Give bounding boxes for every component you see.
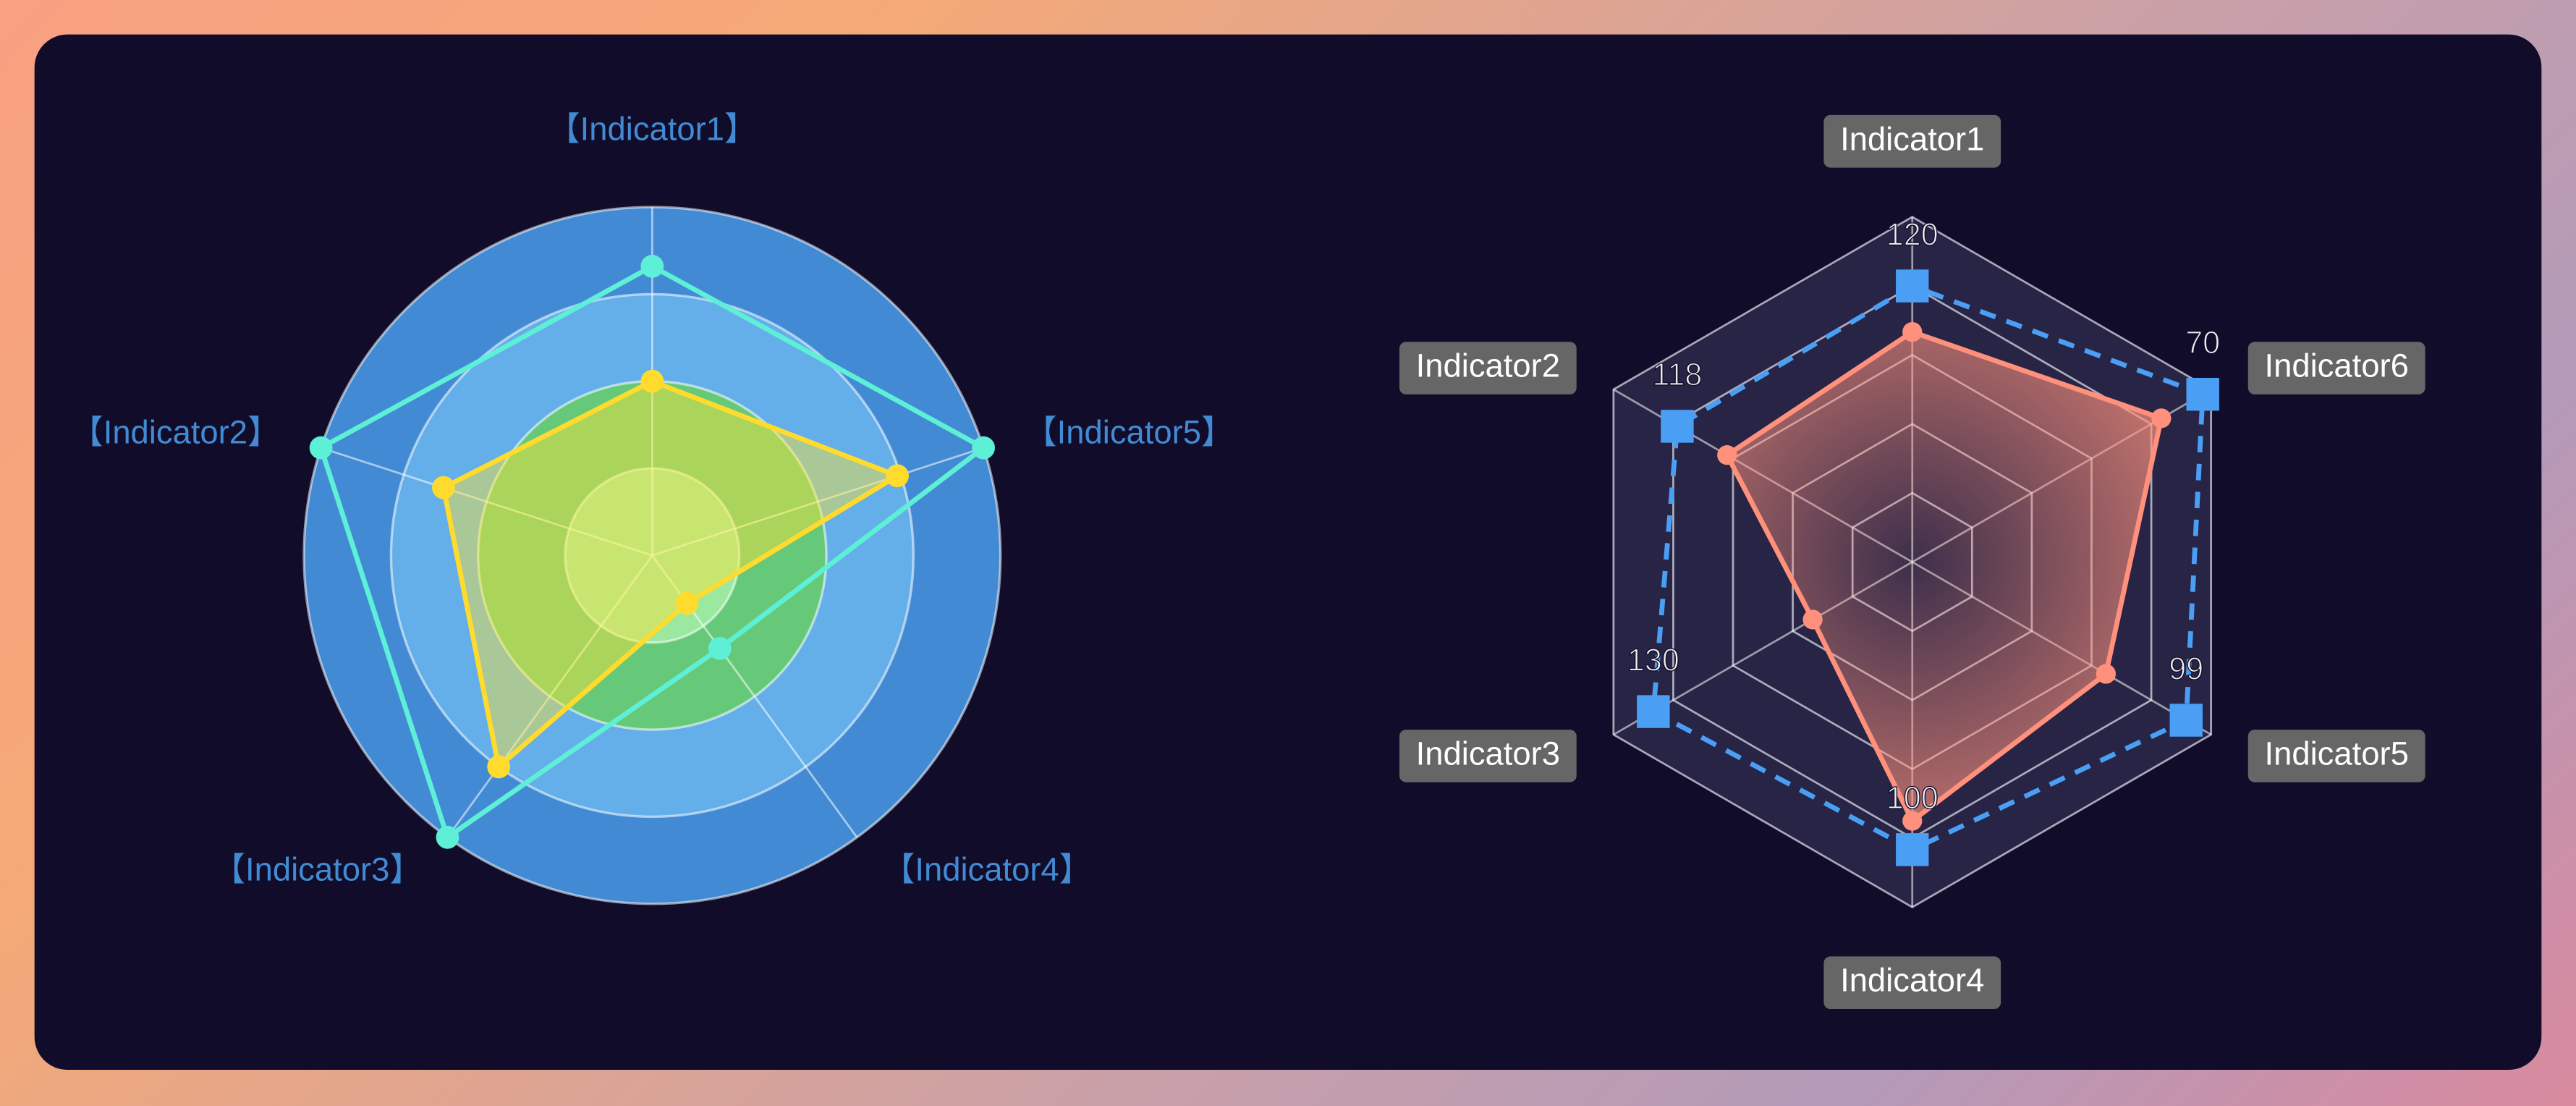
data-point xyxy=(1902,322,1923,342)
value-label: 118 xyxy=(1653,358,1703,392)
series-line xyxy=(318,263,986,840)
data-point xyxy=(2151,408,2172,429)
data-point xyxy=(432,476,455,499)
value-label: 130 xyxy=(1627,643,1679,677)
data-point xyxy=(2096,664,2117,684)
indicator-label: Indicator2 xyxy=(1416,347,1560,384)
value-label: 70 xyxy=(2185,326,2220,360)
data-point xyxy=(1637,695,1670,728)
indicator-label-box xyxy=(1823,956,2001,1010)
data-point xyxy=(436,825,459,849)
data-point xyxy=(640,255,664,278)
data-point xyxy=(640,369,664,393)
data-point xyxy=(886,464,909,488)
value-label: 99 xyxy=(2169,651,2203,686)
axis-line xyxy=(321,447,653,557)
value-label: 120 xyxy=(1886,217,1939,252)
series-line xyxy=(441,379,900,769)
data-point xyxy=(675,591,699,615)
indicator-label: 【Indicator4】 xyxy=(882,851,1092,888)
indicator-label: Indicator5 xyxy=(2264,735,2408,772)
indicator-label-box xyxy=(1399,730,1577,782)
data-point xyxy=(2169,704,2203,737)
indicator-label: 【Indicator2】 xyxy=(70,413,280,450)
data-point xyxy=(309,436,333,460)
data-point xyxy=(1902,811,1923,831)
indicator-label: Indicator3 xyxy=(1416,735,1560,772)
axis-line xyxy=(446,554,653,838)
data-point xyxy=(972,436,996,460)
data-point xyxy=(1802,609,1823,630)
indicator-label: 【Indicator3】 xyxy=(213,851,423,888)
data-point xyxy=(1896,269,1929,303)
indicator-label-box xyxy=(1399,342,1577,394)
indicator-label: Indicator6 xyxy=(2264,347,2408,384)
indicator-label-box xyxy=(1823,114,2001,168)
data-point xyxy=(708,637,732,660)
indicator-label: Indicator1 xyxy=(1840,120,1984,157)
data-point xyxy=(2186,378,2219,411)
data-point xyxy=(1661,410,1694,443)
indicator-label: Indicator4 xyxy=(1840,962,1984,999)
indicator-label-box xyxy=(2247,342,2425,394)
axis-line xyxy=(651,447,984,557)
data-point xyxy=(1717,445,1737,465)
indicator-label: 【Indicator5】 xyxy=(1024,413,1234,450)
value-label: 100 xyxy=(1886,781,1939,816)
data-point xyxy=(1896,833,1929,866)
indicator-label-box xyxy=(2247,730,2425,782)
data-point xyxy=(487,755,511,779)
indicator-label: 【Indicator1】 xyxy=(547,111,757,148)
